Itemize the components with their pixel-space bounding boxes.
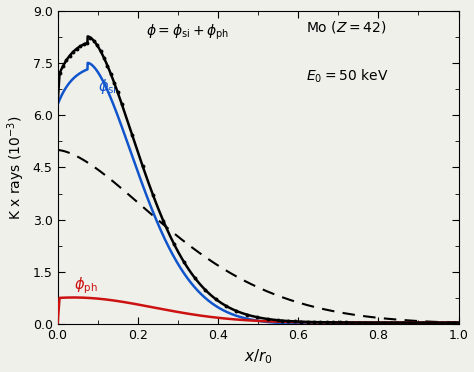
Text: $E_0 = 50$ keV: $E_0 = 50$ keV	[306, 68, 389, 86]
X-axis label: $x/r_0$: $x/r_0$	[244, 348, 273, 366]
Text: $\phi_{\mathrm{ph}}$: $\phi_{\mathrm{ph}}$	[73, 276, 97, 296]
Text: $\phi_{\mathrm{si}}$: $\phi_{\mathrm{si}}$	[98, 77, 117, 96]
Y-axis label: K x rays $(10^{-3})$: K x rays $(10^{-3})$	[6, 115, 27, 219]
Text: Mo $(Z = 42)$: Mo $(Z = 42)$	[306, 19, 387, 35]
Text: $\phi = \phi_{\mathrm{si}} + \phi_{\mathrm{ph}}$: $\phi = \phi_{\mathrm{si}} + \phi_{\math…	[146, 23, 229, 42]
